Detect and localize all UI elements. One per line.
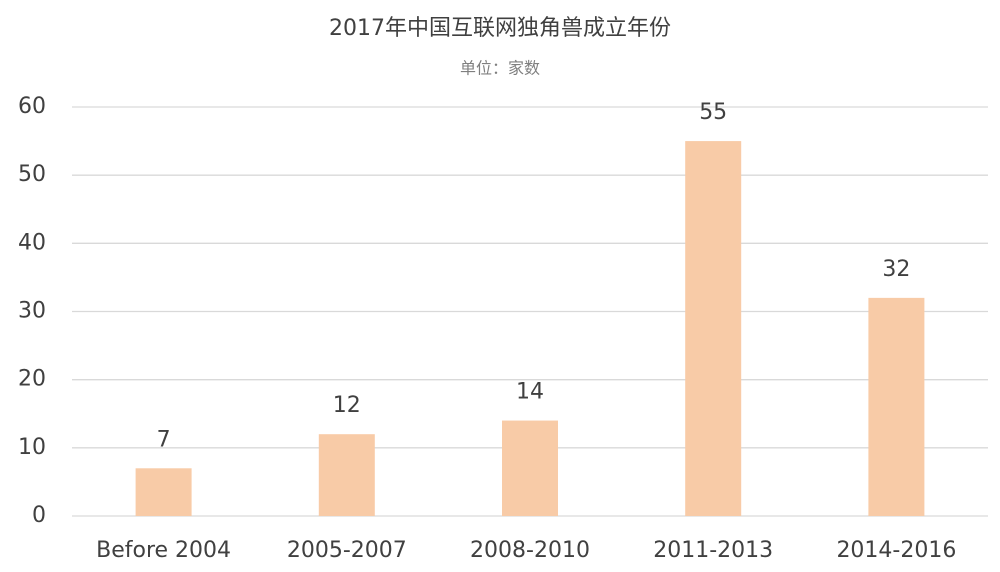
x-tick-label: 2014-2016	[836, 538, 956, 563]
x-tick-label: Before 2004	[96, 538, 231, 563]
y-tick-label: 20	[18, 367, 46, 392]
x-tick-label: 2011-2013	[653, 538, 773, 563]
data-label: 32	[882, 257, 910, 282]
chart-subtitle: 单位：家数	[460, 59, 540, 78]
data-label: 12	[333, 393, 361, 418]
bar	[318, 434, 375, 516]
data-label: 55	[699, 100, 727, 125]
chart-title: 2017年中国互联网独角兽成立年份	[329, 16, 671, 41]
data-label: 14	[516, 380, 544, 405]
data-label: 7	[157, 427, 171, 452]
y-tick-label: 60	[18, 94, 46, 119]
bar	[685, 141, 742, 517]
y-tick-label: 30	[18, 299, 46, 324]
y-tick-label: 50	[18, 162, 46, 187]
y-tick-label: 0	[32, 503, 46, 528]
bar	[502, 420, 558, 516]
x-tick-label: 2005-2007	[287, 538, 407, 563]
y-tick-label: 40	[18, 230, 46, 255]
bar	[135, 468, 192, 516]
y-tick-label: 10	[18, 435, 46, 460]
x-tick-label: 2008-2010	[470, 538, 590, 563]
bar	[868, 297, 925, 516]
